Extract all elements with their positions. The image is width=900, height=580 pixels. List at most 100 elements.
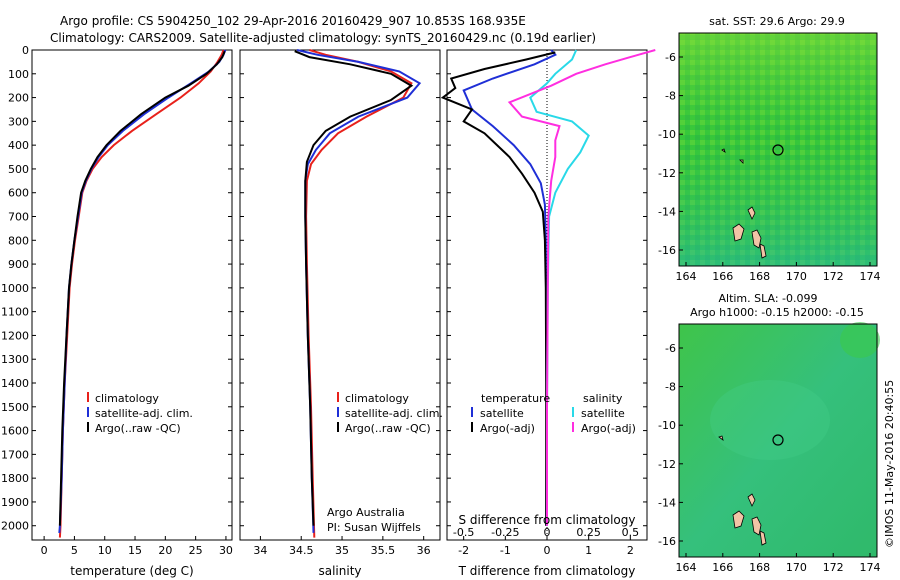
sst-land bbox=[721, 148, 767, 259]
x-tick-label: 0 bbox=[41, 544, 48, 557]
y-tick-label: 0 bbox=[22, 44, 29, 57]
y-tick-label: 800 bbox=[8, 234, 29, 247]
map-y-tick-label: -14 bbox=[658, 496, 676, 509]
argo-position-marker bbox=[772, 434, 784, 446]
sst-map-frame bbox=[678, 32, 878, 267]
island bbox=[718, 435, 724, 441]
island bbox=[739, 159, 744, 164]
y-tick-label: 700 bbox=[8, 211, 29, 224]
map-y-tick-label: -6 bbox=[665, 51, 676, 64]
salinity-panel bbox=[239, 49, 441, 541]
y-tick-label: 500 bbox=[8, 163, 29, 176]
map-y-tick-label: -14 bbox=[658, 205, 676, 218]
map-x-tick-label: 172 bbox=[823, 561, 844, 574]
island bbox=[751, 516, 762, 536]
annotation-argo-australia: Argo Australia bbox=[327, 506, 405, 519]
sla-land bbox=[718, 435, 767, 546]
map-x-tick-label: 166 bbox=[712, 561, 733, 574]
map-y-tick-label: -10 bbox=[658, 128, 676, 141]
legend-t-argo: Argo(-adj) bbox=[480, 422, 535, 435]
map-y-tick-label: -16 bbox=[658, 535, 676, 548]
x-tick-label: 1 bbox=[585, 544, 592, 557]
legend-s-argo: Argo(-adj) bbox=[581, 422, 636, 435]
sla-map-frame bbox=[678, 323, 878, 558]
sla-map-axes: 164 166 168 170 172 174 -6 -8 -10 -12 -14 -16 bbox=[658, 342, 880, 574]
sst-map-axes: 164 166 168 170 172 174 -6 -8 -10 -12 -14 -16 bbox=[658, 51, 880, 283]
island bbox=[759, 530, 767, 546]
y-tick-label: 100 bbox=[8, 68, 29, 81]
y-tick-label: 1900 bbox=[1, 496, 29, 509]
legend-climatology: climatology bbox=[345, 392, 409, 405]
legend-s-satellite: satellite bbox=[581, 407, 625, 420]
x-tick-label: 35 bbox=[335, 544, 349, 557]
island bbox=[721, 148, 726, 153]
x-tick-label: -1 bbox=[500, 544, 511, 557]
s-diff-xlabel: S difference from climatology bbox=[459, 513, 636, 527]
x-tick-label: 5 bbox=[71, 544, 78, 557]
y-tick-label: 1400 bbox=[1, 377, 29, 390]
x-tick-label: 34 bbox=[253, 544, 267, 557]
x2-tick-label: -0.25 bbox=[491, 526, 519, 539]
island bbox=[732, 223, 745, 242]
temperature-panel bbox=[31, 49, 233, 541]
y-tick-label: 600 bbox=[8, 187, 29, 200]
y-tick-label: 2000 bbox=[1, 520, 29, 533]
legend-satellite: satellite-adj. clim. bbox=[95, 407, 193, 420]
x-tick-label: 10 bbox=[98, 544, 112, 557]
y-tick-label: 300 bbox=[8, 115, 29, 128]
island bbox=[747, 206, 756, 220]
sla-field bbox=[679, 324, 877, 557]
y-tick-label: 1300 bbox=[1, 353, 29, 366]
map-x-tick-label: 166 bbox=[712, 270, 733, 283]
map-y-tick-label: -12 bbox=[658, 458, 676, 471]
y-tick-label: 200 bbox=[8, 92, 29, 105]
legend-title-temperature: temperature bbox=[481, 392, 550, 405]
map-y-tick-label: -10 bbox=[658, 419, 676, 432]
x-tick-label: 20 bbox=[158, 544, 172, 557]
island bbox=[751, 229, 762, 249]
title-line-2: Climatology: CARS2009. Satellite-adjuste… bbox=[50, 31, 596, 45]
temperature-legend: climatology satellite-adj. clim. Argo(..… bbox=[87, 392, 193, 435]
legend-argo: Argo(..raw -QC) bbox=[95, 422, 181, 435]
map-y-tick-label: -6 bbox=[665, 342, 676, 355]
island bbox=[732, 510, 745, 529]
t-diff-xlabel: T difference from climatology bbox=[458, 564, 636, 578]
temperature-xlabel: temperature (deg C) bbox=[70, 564, 193, 578]
sla-anomaly bbox=[710, 380, 830, 460]
x-tick-label: 35.5 bbox=[371, 544, 396, 557]
y-tick-label: 900 bbox=[8, 258, 29, 271]
map-x-tick-label: 168 bbox=[749, 270, 770, 283]
x-tick-label: -2 bbox=[458, 544, 469, 557]
series-line-climatology bbox=[58, 49, 225, 538]
annotation-pi: PI: Susan Wijffels bbox=[327, 521, 421, 534]
y-tick-label: 1700 bbox=[1, 448, 29, 461]
x2-tick-label: -0.5 bbox=[453, 526, 474, 539]
y-tick-label: 1600 bbox=[1, 425, 29, 438]
map-x-tick-label: 174 bbox=[860, 561, 881, 574]
map-y-tick-label: -16 bbox=[658, 244, 676, 257]
sla-map-title: Altim. SLA: -0.099 bbox=[718, 292, 817, 305]
series-line-s-argo-adj- bbox=[507, 49, 656, 526]
y-tick-label: 1200 bbox=[1, 329, 29, 342]
series-line-t-argo-adj- bbox=[440, 51, 556, 526]
map-x-tick-label: 164 bbox=[676, 270, 697, 283]
map-x-tick-label: 174 bbox=[860, 270, 881, 283]
salinity-xlabel: salinity bbox=[318, 564, 361, 578]
map-x-tick-label: 164 bbox=[676, 561, 697, 574]
x-tick-label: 30 bbox=[219, 544, 233, 557]
y-tick-label: 1800 bbox=[1, 472, 29, 485]
argo-position-marker bbox=[772, 144, 784, 156]
island bbox=[759, 243, 767, 259]
x-tick-label: 15 bbox=[128, 544, 142, 557]
x-tick-label: 34.5 bbox=[289, 544, 314, 557]
series-line-argo-raw-qc- bbox=[58, 50, 226, 526]
sst-field-gradient bbox=[679, 33, 877, 266]
island bbox=[747, 493, 756, 507]
series-line-argo-raw-qc- bbox=[294, 50, 414, 526]
sst-map bbox=[678, 32, 878, 267]
map-y-tick-label: -8 bbox=[665, 90, 676, 103]
footer-timestamp: ©IMOS 11-May-2016 20:40:55 bbox=[883, 380, 896, 548]
legend-t-satellite: satellite bbox=[480, 407, 524, 420]
y-tick-label: 1100 bbox=[1, 306, 29, 319]
series-line-satellite-adj-clim- bbox=[58, 49, 227, 533]
